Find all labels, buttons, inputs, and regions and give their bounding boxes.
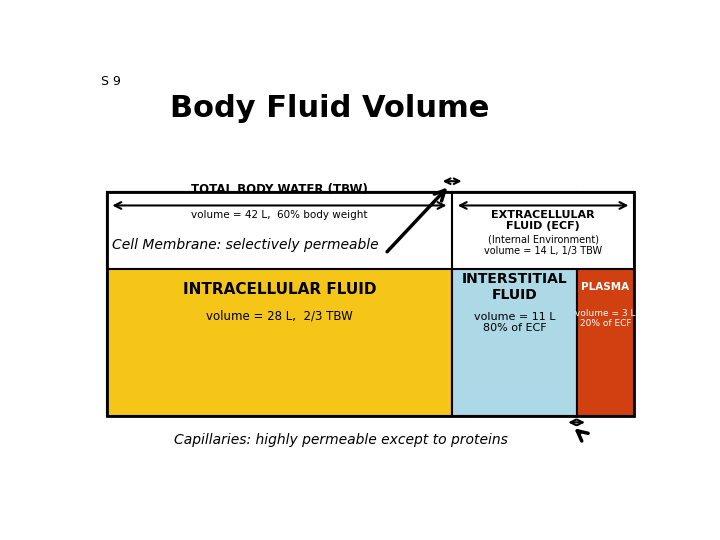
Text: volume = 42 L,  60% body weight: volume = 42 L, 60% body weight bbox=[192, 210, 368, 220]
Text: TOTAL BODY WATER (TBW): TOTAL BODY WATER (TBW) bbox=[191, 183, 368, 197]
Text: volume = 28 L,  2/3 TBW: volume = 28 L, 2/3 TBW bbox=[206, 310, 353, 323]
Text: Capillaries: highly permeable except to proteins: Capillaries: highly permeable except to … bbox=[174, 433, 508, 447]
Text: INTRACELLULAR FLUID: INTRACELLULAR FLUID bbox=[183, 282, 376, 297]
Bar bbox=[107, 192, 452, 416]
Bar bbox=[107, 192, 634, 416]
Text: volume = 3 L
20% of ECF: volume = 3 L 20% of ECF bbox=[575, 309, 636, 328]
Bar bbox=[452, 192, 577, 416]
Bar bbox=[577, 192, 634, 416]
Text: PLASMA: PLASMA bbox=[581, 282, 629, 292]
Text: volume = 11 L
80% of ECF: volume = 11 L 80% of ECF bbox=[474, 312, 555, 333]
Text: (Internal Environment)
volume = 14 L, 1/3 TBW: (Internal Environment) volume = 14 L, 1/… bbox=[484, 234, 602, 256]
Text: S 9: S 9 bbox=[101, 75, 121, 88]
Bar bbox=[107, 192, 634, 268]
Text: Body Fluid Volume: Body Fluid Volume bbox=[170, 94, 490, 123]
Text: EXTRACELLULAR
FLUID (ECF): EXTRACELLULAR FLUID (ECF) bbox=[491, 210, 595, 231]
Text: Cell Membrane: selectively permeable: Cell Membrane: selectively permeable bbox=[112, 239, 379, 253]
Text: INTERSTITIAL
FLUID: INTERSTITIAL FLUID bbox=[462, 272, 567, 302]
